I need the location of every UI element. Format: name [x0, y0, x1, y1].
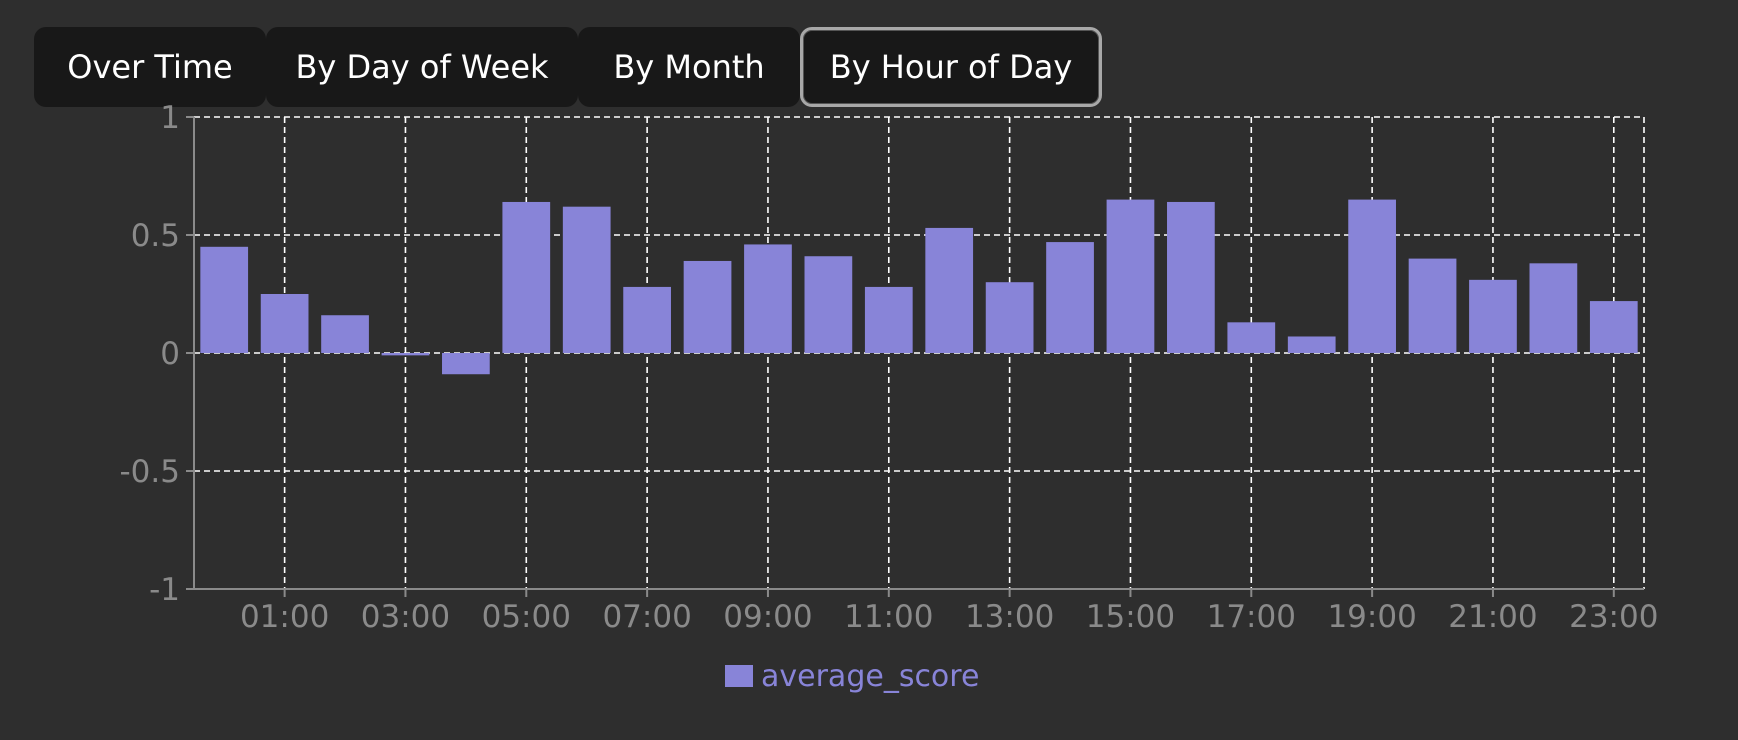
legend: average_score: [725, 656, 979, 696]
y-tick-label: -1: [149, 572, 180, 608]
y-tick-label: 1: [160, 100, 180, 136]
bar-0800: [683, 260, 732, 353]
bars: [200, 199, 1638, 375]
bar-0200: [321, 315, 369, 353]
x-tick-label: 21:00: [1448, 599, 1537, 635]
bar-2300: [1589, 301, 1638, 353]
bar-1400: [1046, 242, 1094, 353]
bar-0600: [562, 206, 611, 353]
bar-0900: [744, 244, 792, 353]
bar-1100: [864, 286, 913, 353]
bar-1500: [1106, 199, 1155, 353]
bar-1900: [1348, 199, 1396, 353]
x-tick-label: 09:00: [723, 599, 812, 635]
axes: 1 0.5 0 -0.5 -1 01:00 03:00 05:00 07:00 09:00 11:0…: [120, 100, 1659, 635]
bar-2200: [1529, 263, 1578, 353]
x-tick-label: 03:00: [361, 599, 450, 635]
bar-1200: [925, 227, 974, 353]
bar-1600: [1167, 201, 1215, 353]
bar-0500: [502, 201, 551, 353]
bar-2000: [1408, 258, 1457, 353]
bar-2100: [1469, 279, 1517, 353]
bar-0000: [200, 246, 249, 353]
legend-swatch: [725, 665, 753, 687]
y-tick-label: -0.5: [120, 454, 181, 490]
view-tabs: Over Time By Day of Week By Month By Hou…: [34, 27, 1102, 107]
legend-label: average_score: [761, 658, 980, 694]
y-tick-label: 0: [160, 336, 180, 372]
x-tick-label: 05:00: [482, 599, 571, 635]
bar-1300: [985, 282, 1034, 353]
bar-0300: [381, 353, 430, 356]
bar-0100: [260, 294, 309, 353]
bar-0400: [442, 353, 490, 375]
x-tick-label: 19:00: [1327, 599, 1416, 635]
y-tick-label: 0.5: [131, 218, 180, 254]
tab-over-time[interactable]: Over Time: [34, 27, 266, 107]
x-tick-label: 07:00: [602, 599, 691, 635]
x-tick-label: 23:00: [1569, 599, 1658, 635]
tab-by-hour-of-day[interactable]: By Hour of Day: [800, 27, 1102, 107]
x-tick-label: 13:00: [965, 599, 1054, 635]
x-tick-label: 17:00: [1207, 599, 1296, 635]
bar-1000: [804, 256, 853, 353]
bar-0700: [623, 286, 671, 353]
tab-by-day-of-week[interactable]: By Day of Week: [266, 27, 578, 107]
bar-1700: [1227, 322, 1276, 353]
x-tick-label: 01:00: [240, 599, 329, 635]
bar-1800: [1287, 336, 1336, 353]
x-tick-label: 11:00: [844, 599, 933, 635]
x-tick-label: 15:00: [1086, 599, 1175, 635]
tab-by-month[interactable]: By Month: [578, 27, 800, 107]
